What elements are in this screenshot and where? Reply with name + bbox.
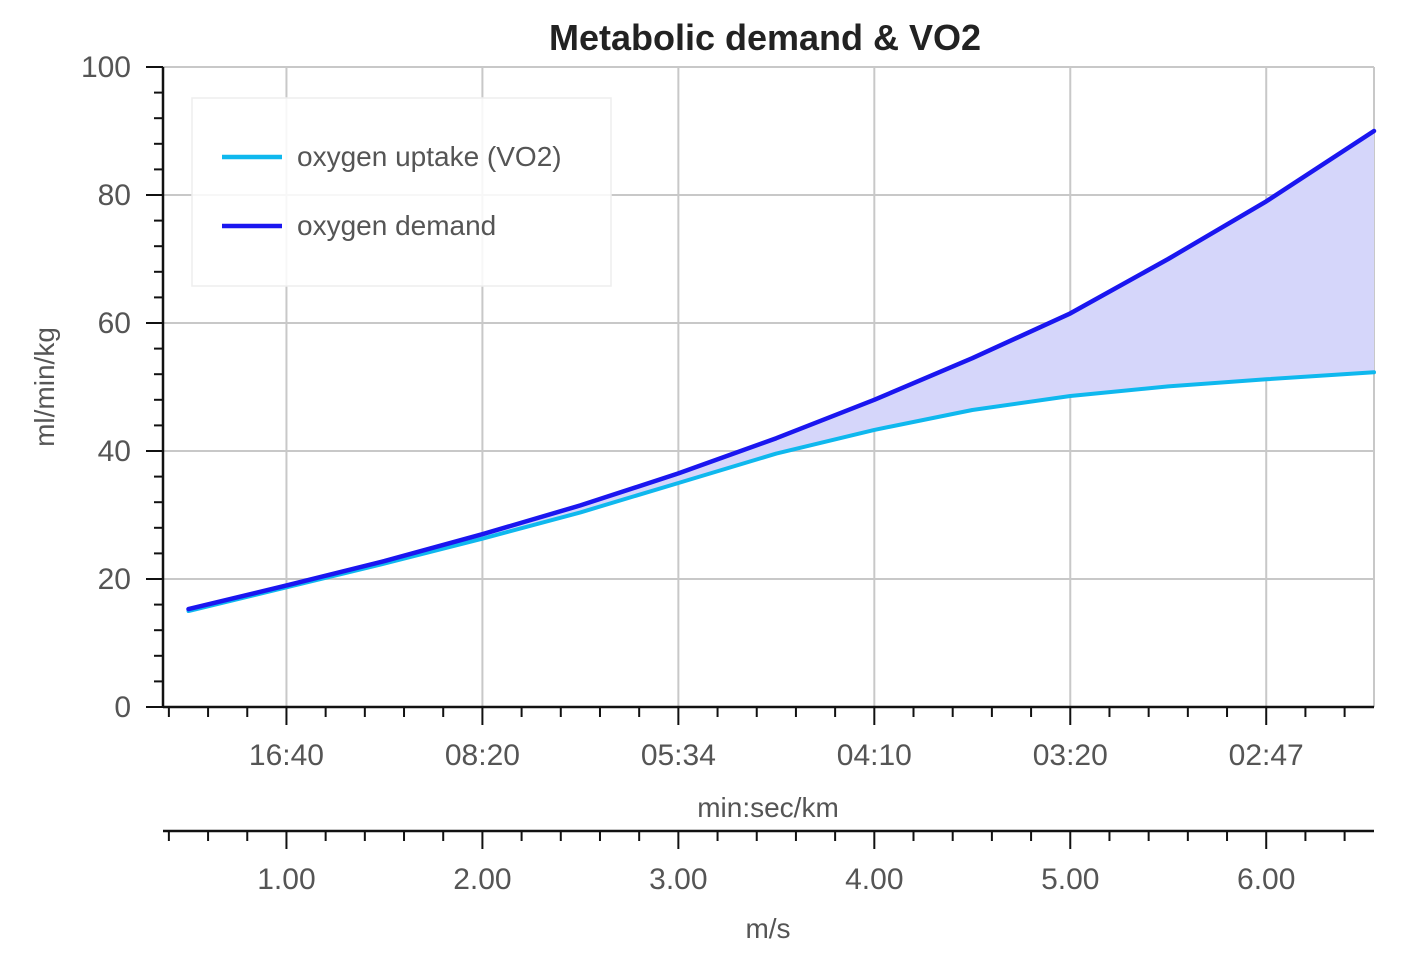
demand-uptake-gap-area: [188, 131, 1374, 611]
speed-x-tick-label: 5.00: [1041, 863, 1099, 896]
speed-x-tick-label: 2.00: [453, 863, 511, 896]
speed-x-tick-label: 6.00: [1237, 863, 1295, 896]
y-tick-label: 20: [98, 563, 131, 596]
pace-x-tick-label: 03:20: [1033, 739, 1108, 772]
y-tick-label: 80: [98, 179, 131, 212]
x-axis-label-speed: m/s: [745, 913, 790, 944]
y-tick-label: 0: [114, 691, 131, 724]
pace-x-tick-label: 04:10: [837, 739, 912, 772]
speed-x-tick-label: 3.00: [649, 863, 707, 896]
y-tick-label: 40: [98, 435, 131, 468]
pace-x-tick-label: 08:20: [445, 739, 520, 772]
chart-title: Metabolic demand & VO2: [549, 17, 981, 58]
legend-box: [191, 97, 612, 287]
pace-x-tick-label: 05:34: [641, 739, 716, 772]
series-line-vo2: [186, 370, 1376, 613]
pace-x-tick-label: 02:47: [1229, 739, 1304, 772]
legend-label: oxygen demand: [297, 210, 496, 241]
y-axis-label: ml/min/kg: [29, 327, 60, 447]
plot-area: 0 20 40 60 80 100 16:40 08:20 05:34 04:10 03:20 02:…: [81, 51, 1377, 896]
speed-x-tick-label: 4.00: [845, 863, 903, 896]
pace-x-tick-label: 16:40: [249, 739, 324, 772]
legend-label: oxygen uptake (VO2): [297, 141, 562, 172]
legend: oxygen uptake (VO2) oxygen demand: [191, 97, 612, 287]
y-tick-label: 60: [98, 307, 131, 340]
series-line-demand: [186, 128, 1377, 612]
speed-x-tick-label: 1.00: [257, 863, 315, 896]
x-axis-label-pace: min:sec/km: [697, 792, 839, 823]
y-tick-label: 100: [81, 51, 131, 84]
